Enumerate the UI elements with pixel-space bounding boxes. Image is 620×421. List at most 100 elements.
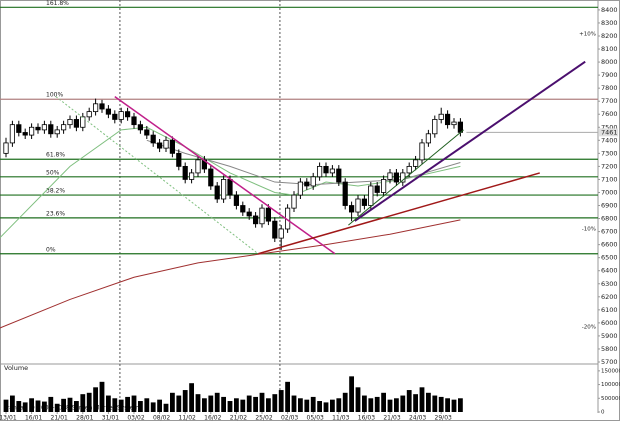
- candle-body: [393, 172, 400, 183]
- y-tick-label: 7000: [601, 188, 618, 196]
- candle-body: [451, 121, 457, 126]
- candle-body: [214, 185, 220, 200]
- volume-bar: [234, 398, 239, 412]
- moving-average: [0, 126, 461, 239]
- x-tick-label: 13/01: [0, 415, 17, 421]
- candle-body: [22, 132, 28, 136]
- volume-bar: [330, 399, 335, 412]
- fib-label: 50%: [46, 169, 60, 176]
- y-tick-label: 8200: [601, 32, 618, 40]
- y-tick-label: 5800: [601, 345, 618, 353]
- candle-body: [272, 220, 278, 239]
- candle-body: [425, 133, 432, 144]
- volume-bar: [189, 383, 194, 412]
- y-tick-label: 6700: [601, 228, 618, 236]
- fib-label: 61.8%: [46, 152, 65, 159]
- x-tick-label: 03/02: [127, 415, 144, 421]
- volume-bar: [285, 381, 290, 412]
- volume-bar: [253, 396, 258, 412]
- volume-bar: [74, 401, 79, 412]
- volume-bar: [432, 395, 438, 412]
- fib-label: 161.8%: [46, 0, 69, 7]
- candle-body: [137, 124, 143, 131]
- fib-label: 23.6%: [46, 210, 65, 217]
- candle-body: [259, 207, 265, 225]
- volume-bar: [182, 390, 188, 412]
- volume-bar: [150, 402, 156, 412]
- y-tick-label: 7900: [601, 71, 618, 79]
- x-tick-label: 24/03: [409, 415, 426, 421]
- fib-label: 38.2%: [46, 188, 65, 195]
- volume-bar: [323, 402, 329, 412]
- volume-bar: [176, 395, 182, 412]
- volume-bar: [291, 395, 297, 412]
- candle-body: [169, 139, 175, 154]
- y-tick-label: 7200: [601, 162, 618, 170]
- percent-marker: -20%: [582, 324, 596, 330]
- candle-body: [406, 165, 412, 174]
- volume-bar: [259, 392, 265, 412]
- volume-bar: [374, 396, 380, 412]
- volume-bar: [240, 399, 246, 412]
- volume-bar: [342, 392, 348, 412]
- candle-body: [329, 168, 336, 174]
- x-tick-label: 02/03: [281, 415, 298, 421]
- trendline: [348, 129, 464, 226]
- y-tick-label: 7300: [601, 149, 618, 157]
- volume-bar: [125, 396, 130, 412]
- volume-bar: [227, 401, 233, 412]
- volume-bar: [394, 398, 399, 412]
- volume-bar: [208, 395, 214, 412]
- candle-body: [412, 159, 419, 167]
- volume-bar: [131, 395, 137, 412]
- footer: Transaq © 2003-2008 Screen Market System…: [3, 405, 142, 412]
- x-tick-label: 16/02: [204, 415, 221, 421]
- volume-bar: [426, 392, 431, 412]
- y-tick-label: 7400: [601, 136, 618, 144]
- x-tick-label: 31/01: [102, 415, 119, 421]
- volume-bar: [246, 395, 252, 412]
- y-tick-label: 7800: [601, 84, 618, 92]
- volume-tick-label: 1000000: [601, 382, 620, 388]
- candle-body: [246, 211, 252, 217]
- candle-body: [400, 172, 406, 183]
- volume-bar: [419, 387, 425, 412]
- candle-body: [182, 165, 188, 180]
- last-price-label: 7461: [601, 128, 618, 136]
- x-tick-label: 05/03: [307, 415, 324, 421]
- candle-body: [233, 194, 239, 206]
- y-tick-label: 6600: [601, 241, 618, 249]
- volume-bar: [381, 392, 386, 412]
- volume-tick-label: 500000: [601, 396, 620, 402]
- y-tick-label: 8300: [601, 19, 618, 27]
- x-tick-label: 21/01: [51, 415, 68, 421]
- volume-bar: [368, 398, 374, 412]
- volume-bar: [336, 398, 342, 412]
- y-tick-label: 8100: [601, 45, 618, 53]
- candle-body: [156, 142, 163, 149]
- trendline: [114, 96, 336, 255]
- y-tick-label: 5900: [601, 332, 618, 340]
- volume-bar: [221, 396, 226, 412]
- volume-bar: [61, 398, 66, 412]
- x-tick-label: 11/03: [332, 415, 349, 421]
- candle-body: [265, 207, 272, 222]
- candle-body: [220, 179, 227, 200]
- x-tick-label: 25/02: [255, 415, 272, 421]
- x-tick-label: 11/02: [179, 415, 196, 421]
- volume-bar: [54, 403, 60, 412]
- candle-body: [3, 142, 9, 154]
- candle-body: [125, 111, 131, 118]
- candle-body: [195, 159, 201, 174]
- volume-bar: [413, 394, 418, 412]
- volume-bar: [112, 398, 118, 412]
- candle-body: [118, 111, 124, 120]
- volume-bar: [22, 402, 28, 412]
- candle-body: [86, 111, 92, 118]
- y-tick-label: 6100: [601, 306, 618, 314]
- candle-body: [297, 181, 304, 196]
- candle-body: [355, 198, 361, 213]
- y-tick-label: 7100: [601, 175, 618, 183]
- candle-body: [48, 124, 54, 135]
